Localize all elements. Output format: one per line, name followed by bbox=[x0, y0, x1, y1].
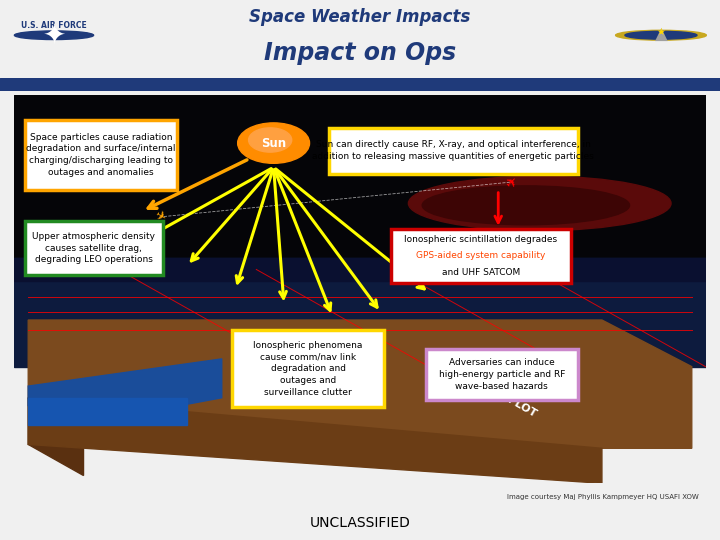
Circle shape bbox=[238, 123, 310, 163]
Text: Scintillation: Scintillation bbox=[443, 234, 533, 247]
Polygon shape bbox=[28, 398, 602, 483]
Bar bbox=[14, 258, 706, 281]
Text: Upper atmospheric density
causes satellite drag,
degrading LEO operations: Upper atmospheric density causes satelli… bbox=[32, 232, 156, 265]
Polygon shape bbox=[28, 320, 692, 448]
Bar bbox=[14, 94, 706, 269]
Bar bbox=[14, 258, 706, 367]
Text: Space Weather Impacts: Space Weather Impacts bbox=[249, 8, 471, 26]
Text: FLOT: FLOT bbox=[506, 395, 539, 420]
Circle shape bbox=[248, 128, 292, 152]
Circle shape bbox=[616, 30, 706, 40]
Text: Ionospheric phenomena
cause comm/nav link
degradation and
outages and
surveillan: Ionospheric phenomena cause comm/nav lin… bbox=[253, 341, 363, 397]
Text: Impact on Ops: Impact on Ops bbox=[264, 41, 456, 65]
Text: Sun can directly cause RF, X-ray, and optical interference, in
addition to relea: Sun can directly cause RF, X-ray, and op… bbox=[312, 140, 594, 161]
Polygon shape bbox=[28, 398, 84, 476]
Text: Ionospheric scintillation degrades: Ionospheric scintillation degrades bbox=[405, 234, 557, 244]
Text: UNCLASSIFIED: UNCLASSIFIED bbox=[310, 516, 410, 530]
Text: ▲: ▲ bbox=[654, 26, 667, 44]
Text: and UHF SATCOM: and UHF SATCOM bbox=[442, 268, 520, 277]
Circle shape bbox=[14, 31, 94, 39]
FancyBboxPatch shape bbox=[391, 228, 571, 283]
Text: Sun: Sun bbox=[261, 137, 286, 150]
Polygon shape bbox=[28, 398, 187, 425]
Polygon shape bbox=[28, 359, 222, 413]
Text: Image courtesy Maj Phyllis Kampmeyer HQ USAFI XOW: Image courtesy Maj Phyllis Kampmeyer HQ … bbox=[507, 495, 698, 501]
Text: U.S. AIR FORCE: U.S. AIR FORCE bbox=[21, 22, 87, 30]
Text: GPS-aided system capability: GPS-aided system capability bbox=[416, 251, 546, 260]
FancyBboxPatch shape bbox=[329, 127, 577, 174]
Text: ✈: ✈ bbox=[503, 173, 521, 191]
FancyBboxPatch shape bbox=[24, 120, 177, 190]
Circle shape bbox=[625, 31, 697, 39]
Text: Adversaries can induce
high-energy particle and RF
wave-based hazards: Adversaries can induce high-energy parti… bbox=[438, 358, 565, 391]
Text: ✈: ✈ bbox=[152, 209, 167, 225]
FancyBboxPatch shape bbox=[232, 330, 384, 408]
Ellipse shape bbox=[422, 186, 629, 225]
Text: ★: ★ bbox=[657, 27, 665, 37]
Ellipse shape bbox=[408, 176, 671, 231]
FancyBboxPatch shape bbox=[426, 349, 577, 400]
FancyBboxPatch shape bbox=[24, 221, 163, 275]
Text: ✦: ✦ bbox=[42, 21, 66, 49]
Text: Space particles cause radiation
degradation and surface/internal
charging/discha: Space particles cause radiation degradat… bbox=[26, 132, 176, 177]
